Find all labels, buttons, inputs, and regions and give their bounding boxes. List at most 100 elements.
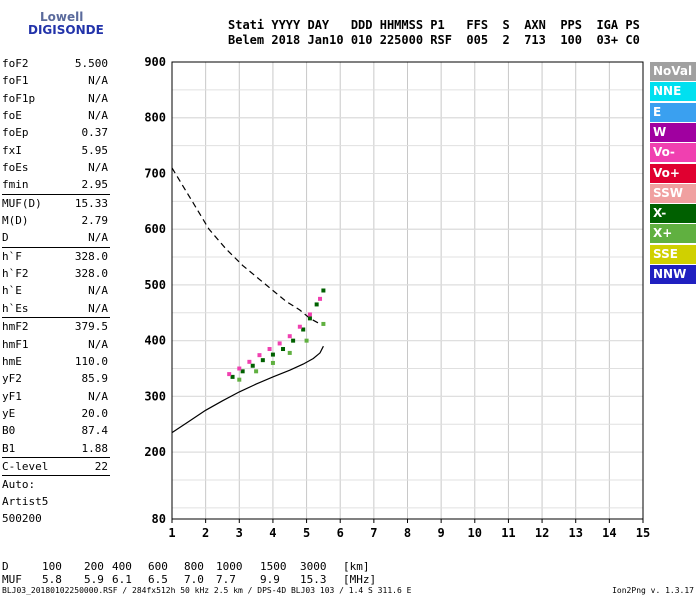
y-tick-label: 800 bbox=[144, 111, 166, 125]
dmuf-value: 6.1 bbox=[112, 573, 132, 586]
y-tick-label: 300 bbox=[144, 389, 166, 403]
param-separator bbox=[2, 317, 110, 319]
dmuf-value: 3000 bbox=[300, 560, 327, 573]
x-tick-label: 2 bbox=[202, 526, 209, 540]
legend-item: SSW bbox=[650, 183, 696, 203]
trace-point bbox=[270, 360, 275, 365]
param-row: hmF1 N/A bbox=[0, 336, 112, 353]
param-name: foF1 bbox=[2, 74, 29, 88]
dmuf-value: 100 bbox=[42, 560, 62, 573]
param-row: h`Es N/A bbox=[0, 300, 112, 317]
param-row: yF1 N/A bbox=[0, 388, 112, 405]
trace-point bbox=[291, 338, 296, 343]
dmuf-value: 7.7 bbox=[216, 573, 236, 586]
param-row: fxI 5.95 bbox=[0, 142, 112, 159]
param-row: M(D) 2.79 bbox=[0, 212, 112, 229]
param-name: foF2 bbox=[2, 57, 29, 70]
param-name: foE bbox=[2, 109, 22, 123]
trace-point bbox=[257, 353, 262, 358]
param-value: N/A bbox=[88, 284, 108, 298]
x-tick-label: 5 bbox=[303, 526, 310, 540]
legend-item: Vo- bbox=[650, 143, 696, 163]
auto-label: Auto: bbox=[2, 478, 36, 491]
param-value: 379.5 bbox=[74, 320, 108, 334]
header-line-2: Belem 2018 Jan10 010 225000 RSF 005 2 71… bbox=[228, 33, 640, 47]
param-separator bbox=[2, 246, 110, 248]
param-row: h`F 328.0 bbox=[0, 248, 112, 265]
x-tick-label: 3 bbox=[236, 526, 243, 540]
profile-solid-line bbox=[171, 345, 324, 434]
x-tick-label: 11 bbox=[501, 526, 515, 540]
y-tick-label: 80 bbox=[152, 512, 166, 526]
y-tick-label: 200 bbox=[144, 445, 166, 459]
param-value: 20.0 bbox=[81, 406, 109, 420]
trace-point bbox=[281, 347, 286, 352]
trace-point bbox=[227, 372, 232, 377]
trace-point bbox=[237, 377, 242, 382]
legend-item: X- bbox=[650, 204, 696, 224]
scaled-parameters-panel: foF2 5.500 foF1 N/A foF1p N/A foE N/A foEp 0.37 fx… bbox=[0, 55, 112, 477]
param-name: fmin bbox=[2, 178, 29, 192]
x-tick-label: 4 bbox=[269, 526, 276, 540]
trace-point bbox=[321, 288, 326, 293]
trace-point bbox=[237, 366, 242, 371]
dmuf-value: 9.9 bbox=[260, 573, 280, 586]
trace-point bbox=[301, 327, 306, 332]
dmuf-value: 5.9 bbox=[84, 573, 104, 586]
param-row: foE N/A bbox=[0, 107, 112, 124]
param-value: 110.0 bbox=[74, 354, 108, 368]
legend-item: Vo+ bbox=[650, 163, 696, 183]
x-tick-label: 10 bbox=[468, 526, 482, 540]
param-row: B0 87.4 bbox=[0, 422, 112, 439]
legend-item: E bbox=[650, 102, 696, 122]
dmuf-value: 400 bbox=[112, 560, 132, 573]
x-tick-label: 9 bbox=[438, 526, 445, 540]
trace-point bbox=[247, 359, 252, 364]
trace-point bbox=[307, 316, 312, 321]
param-value: 328.0 bbox=[74, 267, 108, 281]
dmuf-value: 800 bbox=[184, 560, 204, 573]
dmuf-unit: [km] bbox=[343, 560, 370, 573]
x-tick-label: 1 bbox=[168, 526, 175, 540]
trace-point bbox=[287, 334, 292, 339]
param-name: hmF2 bbox=[2, 320, 29, 334]
legend-item: NoVal bbox=[650, 62, 696, 81]
param-name: D bbox=[2, 231, 9, 245]
param-name: hmE bbox=[2, 354, 22, 368]
param-row: foF1 N/A bbox=[0, 72, 112, 89]
dmuf-label: MUF bbox=[2, 573, 22, 586]
param-row: hmE 110.0 bbox=[0, 353, 112, 370]
param-value: N/A bbox=[88, 301, 108, 315]
param-name: M(D) bbox=[2, 214, 29, 228]
dmuf-value: 1000 bbox=[216, 560, 243, 573]
param-row: h`E N/A bbox=[0, 282, 112, 299]
trace-point bbox=[287, 350, 292, 355]
trace-point bbox=[254, 369, 259, 374]
trace-point bbox=[267, 347, 272, 352]
logo-digisonde: DIGISONDE bbox=[28, 23, 104, 37]
param-name: hmF1 bbox=[2, 337, 29, 351]
x-tick-label: 8 bbox=[404, 526, 411, 540]
trace-point bbox=[277, 341, 282, 346]
dmuf-unit: [MHz] bbox=[343, 573, 377, 586]
trace-point bbox=[314, 302, 319, 307]
y-tick-label: 400 bbox=[144, 334, 166, 348]
trace-point bbox=[260, 358, 265, 363]
param-name: yE bbox=[2, 406, 16, 420]
param-separator bbox=[2, 193, 110, 195]
param-value: 15.33 bbox=[74, 196, 108, 210]
x-tick-label: 7 bbox=[370, 526, 377, 540]
param-name: h`F bbox=[2, 249, 22, 263]
dmuf-value: 600 bbox=[148, 560, 168, 573]
logo-lowell: Lowell bbox=[40, 10, 84, 24]
param-row: MUF(D) 15.33 bbox=[0, 195, 112, 212]
dmuf-value: 15.3 bbox=[300, 573, 327, 586]
param-row: C-level 22 bbox=[0, 458, 112, 475]
trace-point bbox=[270, 352, 275, 357]
param-name: foEs bbox=[2, 161, 29, 175]
x-tick-label: 12 bbox=[535, 526, 549, 540]
y-tick-label: 600 bbox=[144, 222, 166, 236]
dmuf-label: D bbox=[2, 560, 9, 573]
legend-item: NNE bbox=[650, 82, 696, 102]
